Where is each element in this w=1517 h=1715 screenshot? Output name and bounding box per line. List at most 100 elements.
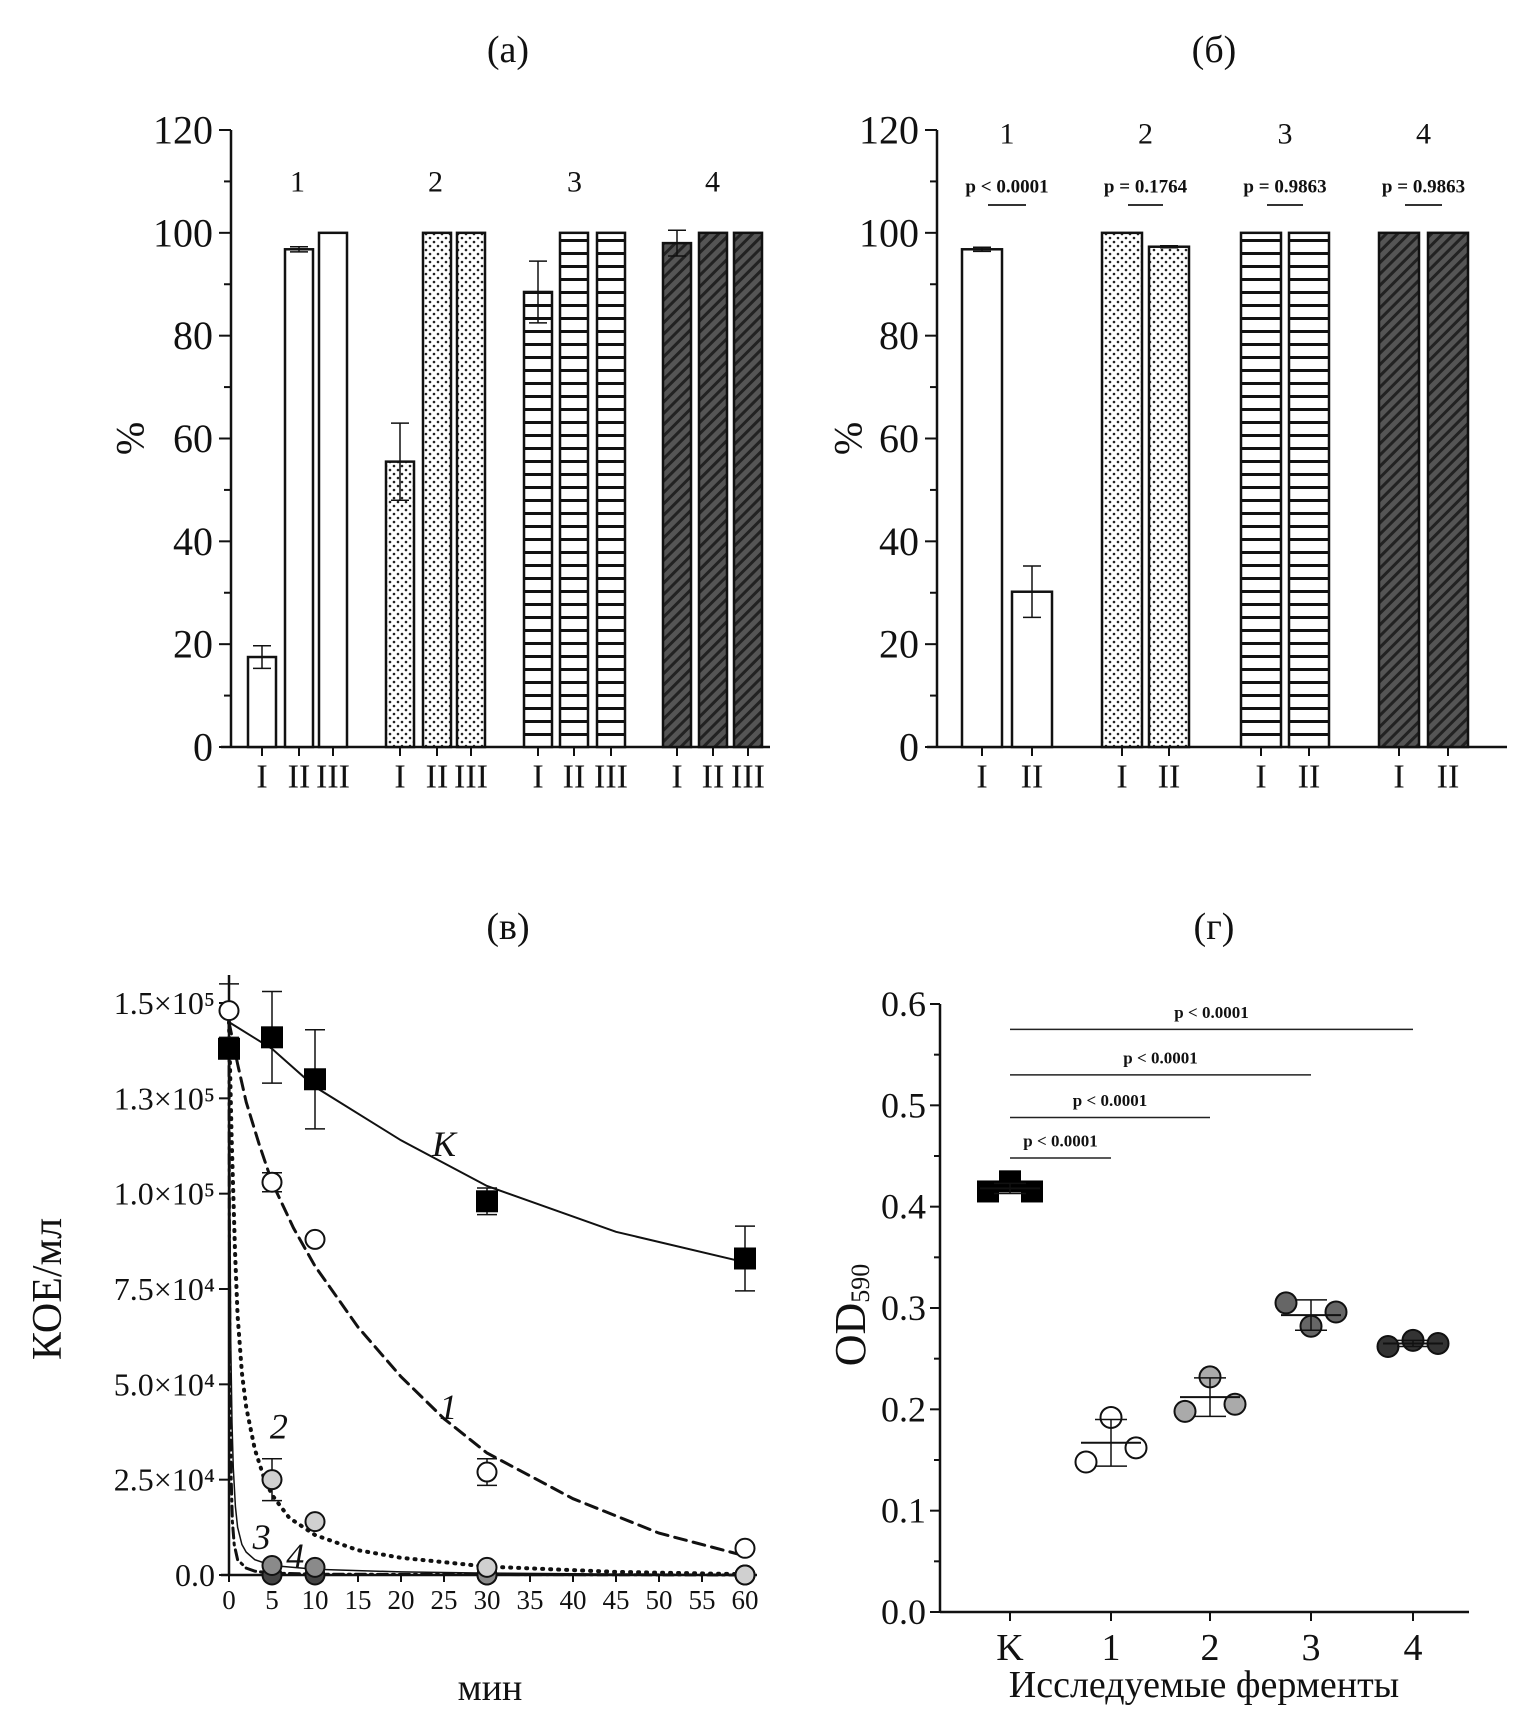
x-tick-label: 2 [1201, 1627, 1220, 1669]
y-tick-label: 60 [879, 416, 919, 461]
x-tick-label: I [256, 759, 267, 796]
x-tick-label: II [1437, 759, 1460, 796]
group-label: 1 [290, 166, 305, 199]
y-tick-label: 60 [173, 416, 213, 461]
x-tick-label: I [671, 759, 682, 796]
fit-curve-1 [227, 1020, 747, 1558]
fit-curve-4 [227, 1020, 747, 1577]
data-point [1021, 1180, 1043, 1203]
data-point-1 [218, 1000, 240, 1022]
fit-curve-3 [228, 1021, 746, 1576]
x-tick-label: III [594, 759, 628, 796]
x-tick-label: 4 [1404, 1627, 1423, 1669]
curve-label: 4 [286, 1536, 304, 1576]
data-point-2 [261, 1469, 283, 1491]
group-label: 1 [1000, 118, 1015, 151]
x-tick-label: 15 [345, 1585, 372, 1615]
data-point-K [476, 1190, 498, 1213]
x-tick-label: III [731, 759, 765, 796]
x-tick-label: 45 [603, 1585, 630, 1615]
p-value-label: p < 0.0001 [1073, 1091, 1147, 1110]
data-point-3 [304, 1556, 326, 1578]
y-tick-label: 0 [193, 725, 213, 770]
x-tick-label: 10 [302, 1585, 329, 1615]
curve-label: 1 [439, 1387, 457, 1427]
y-axis-label: КОЕ/мл [25, 1218, 71, 1360]
x-tick-label: 0 [222, 1585, 236, 1615]
y-axis-label: % [826, 422, 871, 455]
p-value-label: p < 0.0001 [1123, 1048, 1197, 1067]
data-point-1 [261, 1171, 283, 1193]
data-point-2 [734, 1564, 756, 1586]
group-label: 4 [705, 166, 720, 199]
data-point [1074, 1450, 1098, 1474]
x-axis-label: мин [458, 1667, 523, 1709]
x-axis-label: Исследуемые ферменты [1009, 1664, 1399, 1706]
panel-title: (в) [486, 906, 529, 948]
p-value-label: p < 0.0001 [965, 177, 1048, 198]
y-axis-label: OD590 [826, 1264, 875, 1367]
data-point [1274, 1291, 1298, 1315]
y-tick-label: 120 [153, 108, 213, 153]
y-tick-label: 0.5 [881, 1085, 926, 1125]
bar [1287, 231, 1331, 749]
y-axis-label-subscript: 590 [846, 1264, 875, 1303]
curve-label: K [431, 1124, 458, 1164]
y-tick-label: 100 [153, 210, 213, 255]
bar [1426, 231, 1470, 749]
panel-d: (г) 0.0 0.1 0.2 0.3 0.4 0.5 0.6 K 1 2 3 4Исследуемые… [826, 906, 1469, 1706]
y-tick-label: 0.3 [881, 1288, 926, 1328]
x-tick-label: II [288, 759, 311, 796]
group-label: 3 [1278, 118, 1293, 151]
y-tick-label: 100 [859, 210, 919, 255]
p-value-label: p < 0.0001 [1023, 1132, 1097, 1151]
x-tick-label: II [702, 759, 725, 796]
y-tick-label: 0.0 [175, 1557, 215, 1593]
x-tick-label: 40 [560, 1585, 587, 1615]
data-point-K [304, 1068, 326, 1091]
group-label: 2 [1138, 118, 1153, 151]
x-tick-label: 1 [1102, 1627, 1121, 1669]
y-tick-label: 0.2 [881, 1389, 926, 1429]
p-value-label: p = 0.9863 [1243, 177, 1326, 198]
panel-c: (в) 0.0 2.5×10⁴ 5.0×10⁴ 7.5×10⁴ 1.0×10⁵ 1.3×10… [25, 906, 759, 1709]
p-value-label: p = 0.1764 [1104, 177, 1188, 198]
data-point [1124, 1436, 1148, 1460]
data-point-K [734, 1247, 756, 1270]
y-axis-label: % [108, 422, 153, 455]
y-tick-label: 0.6 [881, 984, 926, 1024]
y-tick-label: 80 [879, 313, 919, 358]
y-tick-label: 2.5×10⁴ [114, 1462, 215, 1498]
panel-title: (б) [1192, 29, 1237, 71]
x-tick-label: II [1021, 759, 1044, 796]
bar [595, 231, 627, 749]
x-tick-label: 55 [689, 1585, 716, 1615]
bar [661, 241, 693, 749]
x-tick-label: II [563, 759, 586, 796]
x-tick-label: 5 [265, 1585, 279, 1615]
data-point-2 [476, 1556, 498, 1578]
x-tick-label: 3 [1302, 1627, 1321, 1669]
bar [1147, 245, 1191, 749]
data-point [1324, 1300, 1348, 1324]
curve-label: 3 [252, 1517, 271, 1557]
data-point-1 [476, 1461, 498, 1483]
data-point-3 [261, 1554, 283, 1576]
fit-curve-2 [227, 1020, 747, 1577]
bar [960, 248, 1004, 749]
y-tick-label: 40 [173, 519, 213, 564]
bar [697, 231, 729, 749]
x-tick-label: II [1158, 759, 1181, 796]
data-point [1376, 1335, 1400, 1359]
y-tick-label: 0.1 [881, 1491, 926, 1531]
data-point [999, 1170, 1021, 1193]
y-tick-label: 80 [173, 313, 213, 358]
x-tick-label: 35 [517, 1585, 544, 1615]
data-point [977, 1180, 999, 1203]
bar [421, 231, 453, 749]
y-tick-label: 0 [899, 725, 919, 770]
y-axis-label-main: OD [826, 1303, 875, 1367]
y-tick-label: 1.5×10⁵ [114, 985, 215, 1021]
x-tick-label: II [426, 759, 449, 796]
